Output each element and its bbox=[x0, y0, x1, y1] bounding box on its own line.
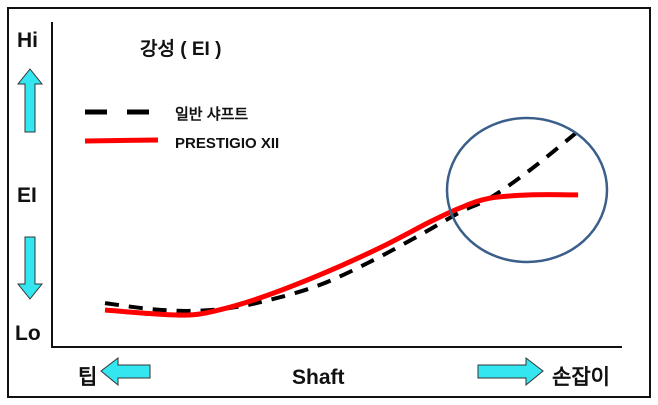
arrow-up-icon bbox=[16, 68, 44, 133]
legend-label-prestigio: PRESTIGIO XII bbox=[175, 135, 279, 152]
arrow-down-icon bbox=[16, 236, 44, 300]
legend-label-general: 일반 샤프트 bbox=[175, 106, 248, 123]
x-right-label: 손잡이 bbox=[552, 366, 610, 389]
x-axis-label: Shaft bbox=[292, 366, 345, 389]
x-left-label: 팁 bbox=[78, 366, 97, 389]
arrow-right-icon bbox=[477, 356, 544, 387]
chart-title: 강성 ( EI ) bbox=[140, 38, 221, 60]
y-tick-lo: Lo bbox=[15, 322, 41, 345]
arrow-left-icon bbox=[100, 356, 151, 387]
series-line-prestigio bbox=[104, 192, 579, 318]
y-axis-label: EI bbox=[17, 184, 37, 207]
chart-frame bbox=[7, 7, 651, 398]
y-tick-hi: Hi bbox=[17, 29, 38, 52]
legend-swatch-red bbox=[84, 137, 159, 144]
highlight-circle bbox=[445, 116, 609, 264]
